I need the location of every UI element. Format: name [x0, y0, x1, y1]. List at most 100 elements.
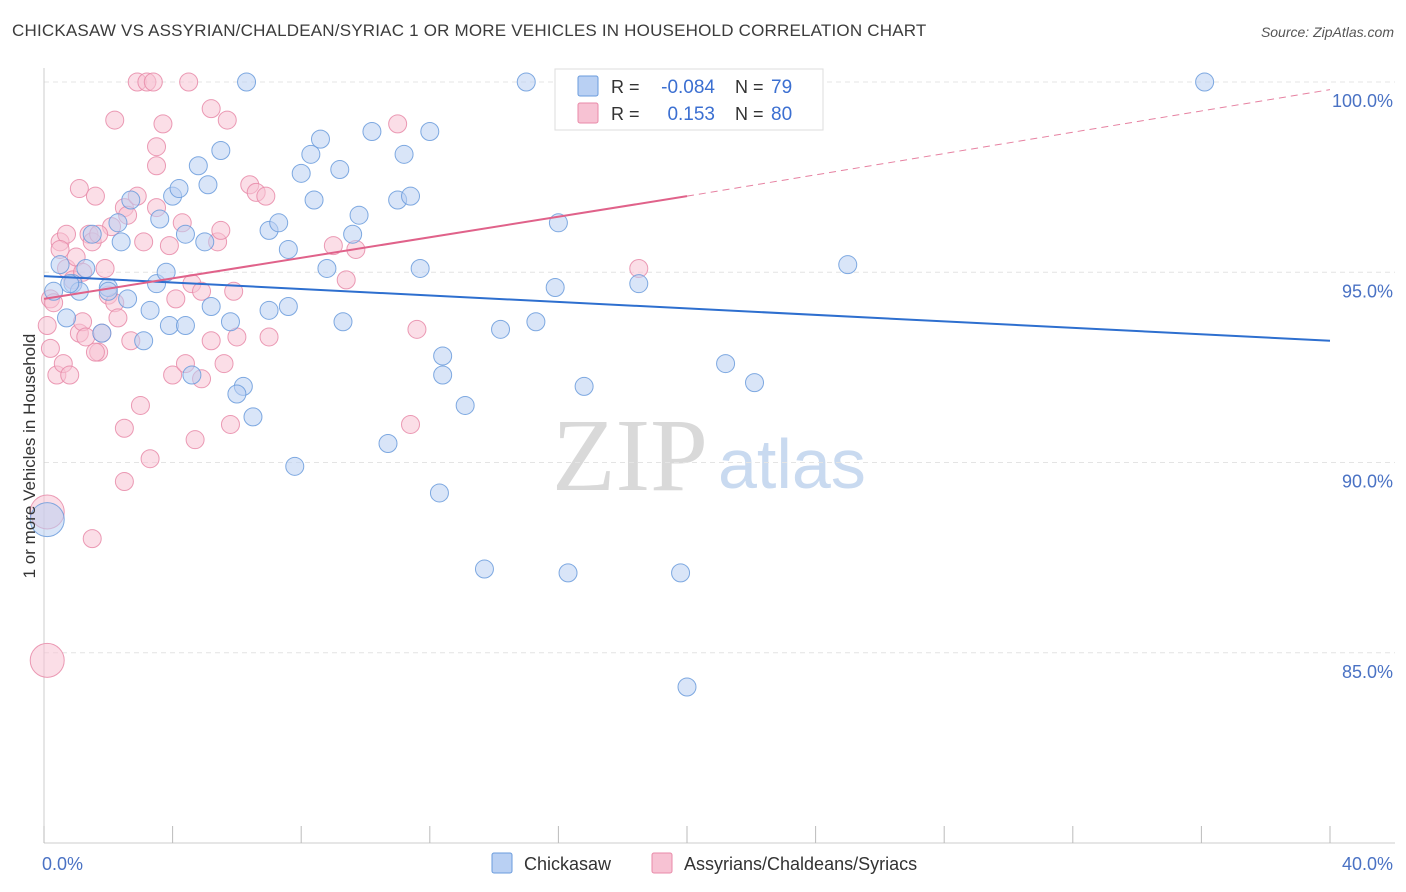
data-point	[394, 144, 414, 164]
data-point	[677, 677, 697, 697]
data-point	[278, 297, 298, 317]
data-point	[304, 190, 324, 210]
data-point	[310, 129, 330, 149]
data-point	[140, 449, 160, 469]
data-point	[291, 163, 311, 183]
data-point	[1195, 72, 1215, 92]
data-point	[278, 239, 298, 259]
legend-stats: R = -0.084 N = 79 R = 0.153 N = 80	[554, 68, 824, 131]
data-point	[60, 274, 80, 294]
data-point	[378, 433, 398, 453]
data-point	[147, 137, 167, 157]
data-point	[95, 258, 115, 278]
data-point	[491, 319, 511, 339]
data-point	[195, 232, 215, 252]
data-point	[85, 186, 105, 206]
series-chickasaw-points	[29, 72, 1215, 697]
data-point	[336, 270, 356, 290]
data-point	[29, 502, 65, 538]
watermark-zip: ZIP	[552, 398, 708, 513]
y-tick-labels: 85.0% 90.0% 95.0% 100.0%	[1332, 91, 1393, 682]
data-point	[301, 144, 321, 164]
chart-title: CHICKASAW VS ASSYRIAN/CHALDEAN/SYRIAC 1 …	[12, 21, 927, 40]
grid	[44, 81, 1395, 654]
trend-lines	[43, 89, 1331, 342]
data-point	[169, 179, 189, 199]
data-point	[166, 289, 186, 309]
legend-stats-r-label: R =	[611, 77, 640, 97]
data-point	[407, 319, 427, 339]
data-point	[629, 274, 649, 294]
data-point	[29, 642, 65, 678]
data-point	[227, 384, 247, 404]
data-point	[69, 179, 89, 199]
data-point	[159, 236, 179, 256]
data-point	[134, 232, 154, 252]
data-point	[159, 316, 179, 336]
data-point	[838, 255, 858, 275]
y-tick-label: 85.0%	[1342, 662, 1393, 682]
data-point	[175, 316, 195, 336]
data-point	[134, 331, 154, 351]
data-point	[285, 456, 305, 476]
data-point	[671, 563, 691, 583]
data-point	[85, 342, 105, 362]
data-point	[574, 376, 594, 396]
data-point	[220, 414, 240, 434]
data-point	[211, 141, 231, 161]
data-point	[82, 529, 102, 549]
data-point	[92, 323, 112, 343]
data-point	[349, 205, 369, 225]
legend-stats-n-value: 80	[771, 104, 792, 125]
axes	[43, 68, 1395, 844]
data-point	[182, 365, 202, 385]
data-point	[237, 72, 257, 92]
legend-stats-swatch-chickasaw	[577, 75, 599, 97]
data-point	[118, 289, 138, 309]
data-point	[201, 297, 221, 317]
data-point	[474, 559, 494, 579]
data-point	[716, 354, 736, 374]
data-point	[401, 186, 421, 206]
data-point	[76, 327, 96, 347]
data-point	[76, 258, 96, 278]
legend-stats-n-value: 79	[771, 77, 792, 98]
data-point	[217, 110, 237, 130]
y-tick-label: 90.0%	[1342, 472, 1393, 492]
watermark: ZIP atlas	[552, 398, 866, 513]
data-point	[163, 365, 183, 385]
data-point	[108, 213, 128, 233]
data-point	[388, 114, 408, 134]
legend-label-chickasaw: Chickasaw	[524, 854, 612, 874]
data-point	[37, 316, 57, 336]
data-point	[57, 308, 77, 328]
data-point	[121, 190, 141, 210]
data-point	[220, 312, 240, 332]
data-point	[516, 72, 536, 92]
legend-label-assyrians: Assyrians/Chaldeans/Syriacs	[684, 854, 917, 874]
data-point	[343, 224, 363, 244]
data-point	[429, 483, 449, 503]
trend-line-extension	[686, 89, 1331, 197]
chart-source: Source: ZipAtlas.com	[1260, 24, 1394, 40]
data-point	[111, 232, 131, 252]
data-point	[98, 281, 118, 301]
data-point	[201, 331, 221, 351]
data-point	[140, 300, 160, 320]
data-point	[243, 407, 263, 427]
data-point	[455, 395, 475, 415]
data-point	[433, 365, 453, 385]
data-point	[185, 430, 205, 450]
data-point	[201, 99, 221, 119]
y-tick-label: 100.0%	[1332, 91, 1393, 111]
data-point	[214, 354, 234, 374]
data-point	[179, 72, 199, 92]
data-point	[114, 418, 134, 438]
data-point	[105, 110, 125, 130]
data-point	[259, 327, 279, 347]
y-tick-label: 95.0%	[1342, 281, 1393, 301]
data-point	[60, 365, 80, 385]
data-point	[333, 312, 353, 332]
x-tick-labels: 0.0% 40.0%	[42, 854, 1393, 874]
legend-swatch-chickasaw	[491, 852, 513, 874]
